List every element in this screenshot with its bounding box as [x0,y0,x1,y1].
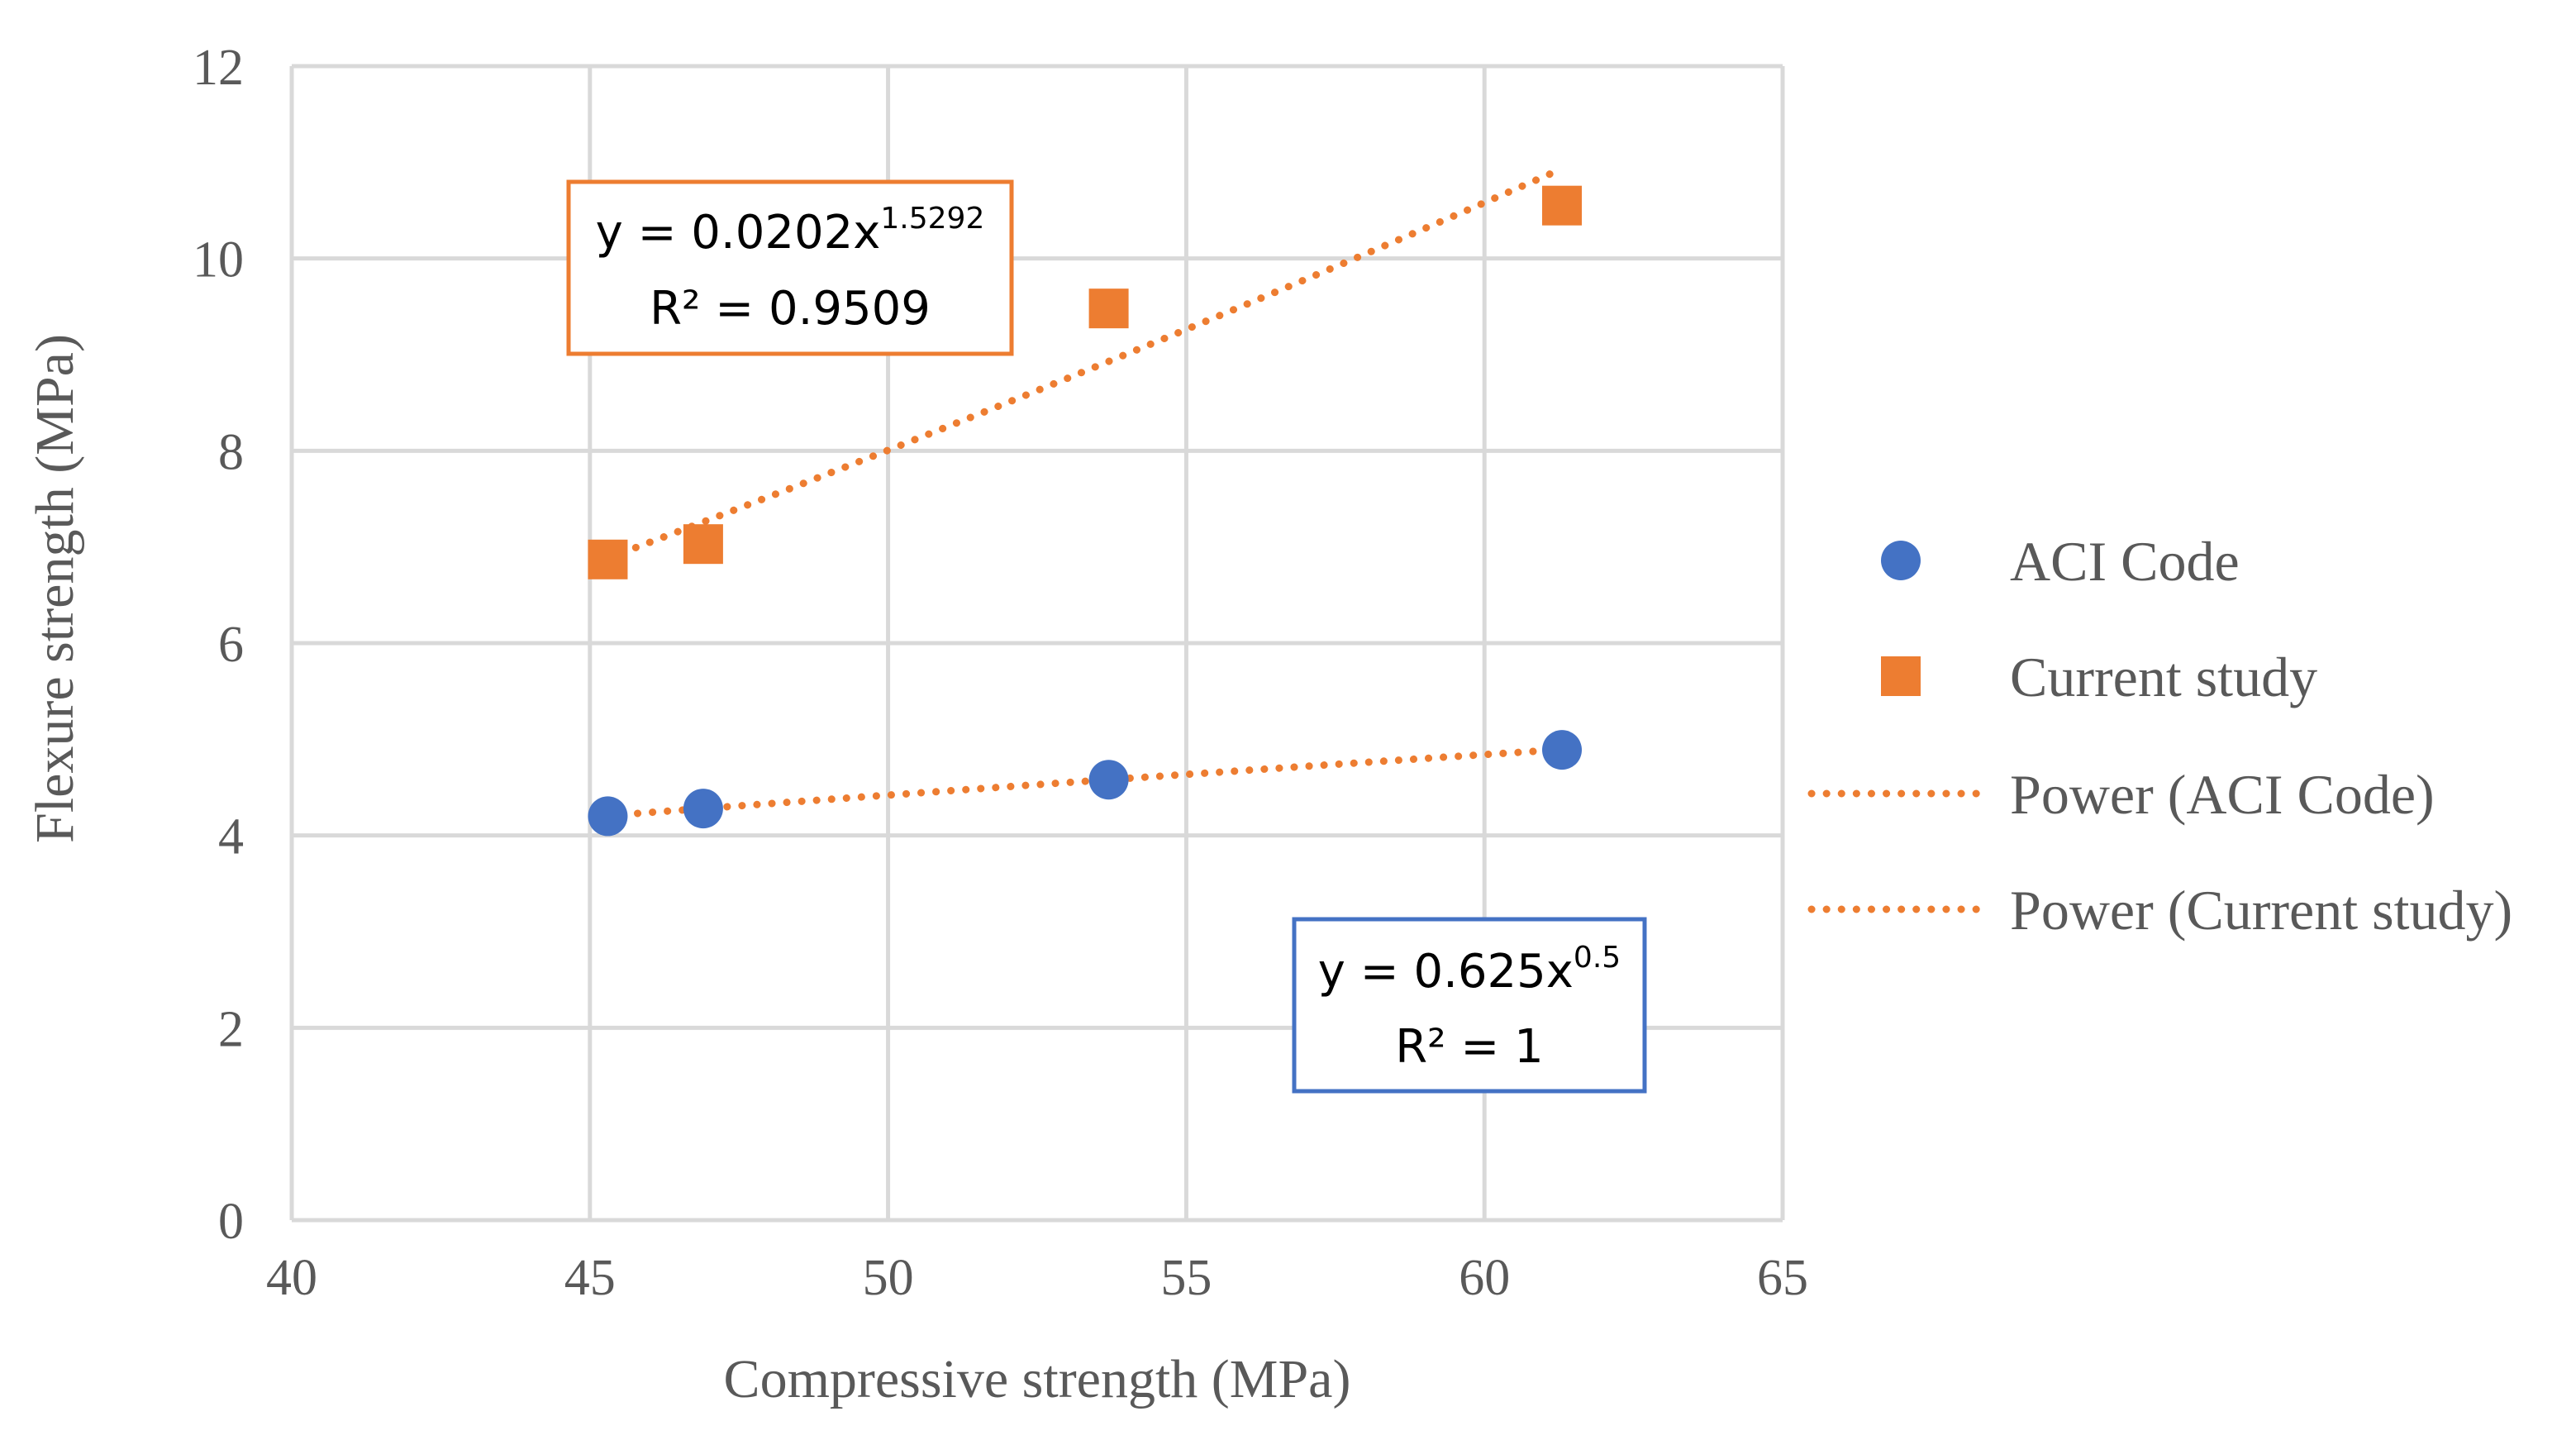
y-tick-label: 0 [218,1194,244,1250]
equation-aci-code: y = 0.625x0.5 [1318,941,1621,999]
data-point-current-study [683,524,723,565]
data-point-aci-code [1542,730,1583,770]
x-axis-title: Compressive strength (MPa) [724,1349,1351,1409]
data-point-aci-code [1088,760,1129,800]
y-tick-label: 2 [218,1001,244,1057]
x-tick-label: 55 [1160,1250,1212,1306]
legend-label: Power (Current study) [2010,879,2512,942]
equation-box-aci-code: y = 0.625x0.5 R² = 1 [1292,917,1647,1094]
legend-item-power-aci-code: Power (ACI Code) [1807,763,2435,826]
y-tick-label: 10 [193,232,244,288]
r2-current-study: R² = 0.9509 [650,282,931,336]
data-point-aci-code [588,796,628,837]
legend-label: ACI Code [2010,530,2240,593]
legend-label: Power (ACI Code) [2010,763,2435,826]
legend-marker-square [1881,656,1921,696]
equation-current-study: y = 0.0202x1.5292 [596,202,985,260]
legend-label: Current study [2010,646,2317,708]
y-tick-label: 8 [218,424,244,480]
y-tick-label: 6 [218,617,244,673]
data-points [588,185,1583,837]
legend-item-current-study: Current study [1881,646,2317,708]
r2-aci-code: R² = 1 [1395,1020,1544,1074]
data-point-aci-code [683,789,723,829]
x-tick-label: 45 [564,1250,616,1306]
y-tick-label: 12 [193,40,244,96]
tick-labels: 40 45 50 55 60 65 0 2 4 6 8 10 12 [193,40,1808,1306]
x-tick-label: 60 [1459,1250,1510,1306]
trendlines [603,165,1566,820]
x-tick-label: 65 [1757,1250,1808,1306]
data-point-current-study [588,539,628,579]
legend-item-aci-code: ACI Code [1881,530,2240,593]
legend-item-power-current-study: Power (Current study) [1807,879,2512,942]
y-tick-label: 4 [218,809,244,865]
x-tick-label: 40 [266,1250,317,1306]
equation-box-current-study: y = 0.0202x1.5292 R² = 0.9509 [566,179,1014,356]
legend: ACI Code Current study Power (ACI Code) … [1807,530,2512,942]
legend-marker-circle [1881,541,1921,580]
y-axis-title: Flexure strength (MPa) [25,334,85,843]
x-tick-label: 50 [863,1250,914,1306]
trendline-aci-code [603,746,1566,820]
data-point-current-study [1542,185,1583,226]
data-point-current-study [1088,288,1129,329]
